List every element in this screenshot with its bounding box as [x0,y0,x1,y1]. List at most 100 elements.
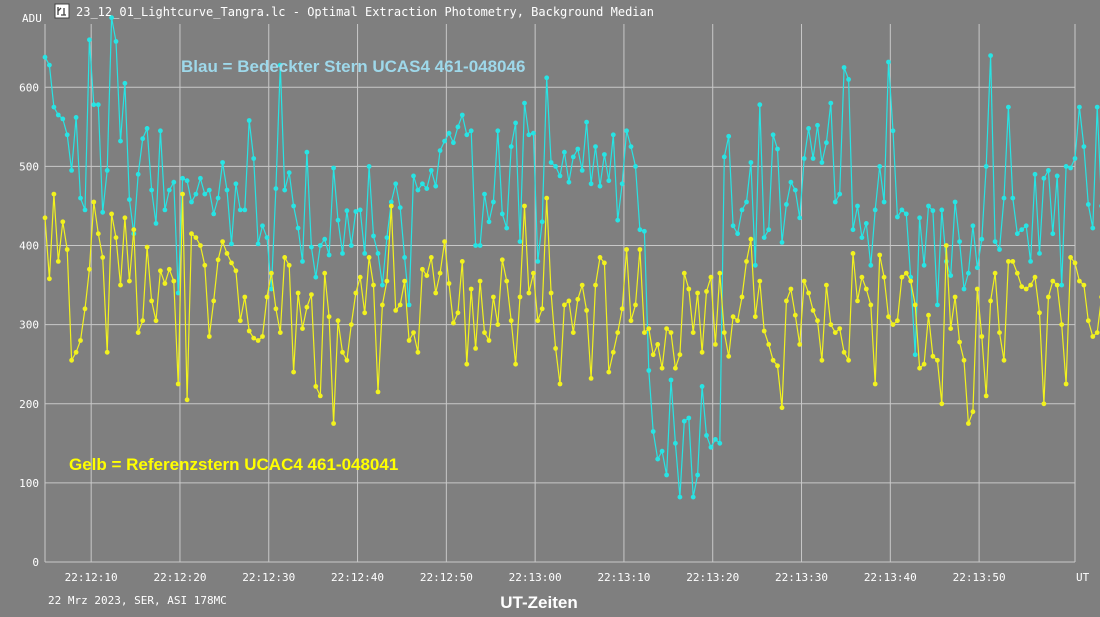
data-point-target [917,215,922,221]
data-point-target [402,255,407,260]
data-point-reference [553,346,558,351]
data-point-reference [588,376,594,381]
data-point-target [113,39,119,44]
data-point-reference [260,334,265,339]
data-point-target [619,181,625,187]
data-point-reference [1059,322,1065,327]
data-point-reference [82,306,88,312]
data-point-reference [979,334,985,339]
data-point-reference [322,270,328,276]
chart-series [42,15,1100,500]
data-point-target [939,207,945,213]
data-point-target [91,102,97,108]
data-point-reference [95,231,101,237]
y-tick-label: 100 [19,477,39,490]
data-point-target [335,217,341,223]
data-point-target [930,208,936,214]
data-point-target [277,62,283,68]
data-point-reference [788,286,794,292]
data-point-target [1094,104,1100,110]
data-point-target [331,165,336,171]
data-point-reference [1001,357,1007,363]
data-point-target [593,144,598,150]
app-icon-glyph [57,7,66,16]
data-point-reference [610,349,616,355]
data-point-target [60,116,66,122]
data-point-target [78,195,83,201]
data-point-target [881,199,887,205]
x-tick-label: 22:12:40 [331,571,384,584]
data-point-target [699,384,705,389]
data-point-reference [801,278,807,284]
x-axis-unit-label: UT [1076,571,1090,584]
data-point-reference [664,326,669,331]
data-point-target [668,377,674,383]
data-point-target [295,225,301,231]
data-point-target [784,202,789,207]
data-point-reference [686,286,692,292]
data-point-reference [233,268,239,274]
data-point-reference [393,308,399,313]
data-point-target [721,154,727,160]
data-point-reference [624,247,629,252]
data-point-target [983,164,989,169]
data-point-target [424,186,430,192]
data-point-target [51,104,57,110]
data-point-target [109,15,114,21]
data-point-reference [895,318,900,324]
data-point-target [442,138,447,144]
data-point-reference [224,251,230,256]
data-point-target [659,448,665,454]
data-point-reference [135,330,141,335]
data-point-reference [126,278,132,284]
data-point-target [606,178,612,184]
data-point-target [810,156,816,161]
data-point-reference [415,349,421,355]
data-point-reference [193,235,199,241]
data-point-target [779,240,785,245]
data-point-reference [291,369,296,375]
data-point-target [575,146,581,152]
data-point-reference [60,219,66,225]
data-point-reference [158,268,163,274]
data-point-reference [531,270,536,276]
data-point-target [499,211,505,217]
data-point-target [322,236,328,242]
data-point-reference [668,330,674,335]
data-point-reference [406,338,412,343]
data-point-target [459,112,465,118]
data-point-reference [180,191,186,197]
data-point-target [566,179,572,185]
data-point-reference [357,274,363,280]
data-point-target [819,160,825,165]
data-point-reference [930,353,936,359]
data-point-target [282,187,288,193]
data-point-reference [282,255,288,260]
data-point-reference [104,349,110,355]
data-point-reference [131,227,137,233]
data-point-reference [326,314,332,320]
data-point-reference [375,389,381,395]
data-point-target [189,199,194,205]
data-point-target [957,239,962,245]
data-point-reference [353,290,359,296]
data-point-reference [251,335,257,341]
data-point-reference [513,361,518,367]
data-point-target [739,207,745,213]
data-point-target [1010,195,1016,201]
data-point-target [637,227,643,233]
data-point-target [411,173,416,179]
data-point-reference [144,244,150,250]
data-point-target [393,181,399,187]
data-point-target [655,456,661,462]
data-point-reference [863,286,869,292]
data-point-target [273,186,279,192]
data-point-reference [255,338,261,343]
data-point-reference [388,203,394,209]
data-point-reference [948,326,954,331]
data-point-target [952,199,958,205]
data-point-reference [752,314,758,320]
data-point-target [513,120,518,126]
data-point-reference [957,339,962,345]
data-point-target [726,133,732,139]
